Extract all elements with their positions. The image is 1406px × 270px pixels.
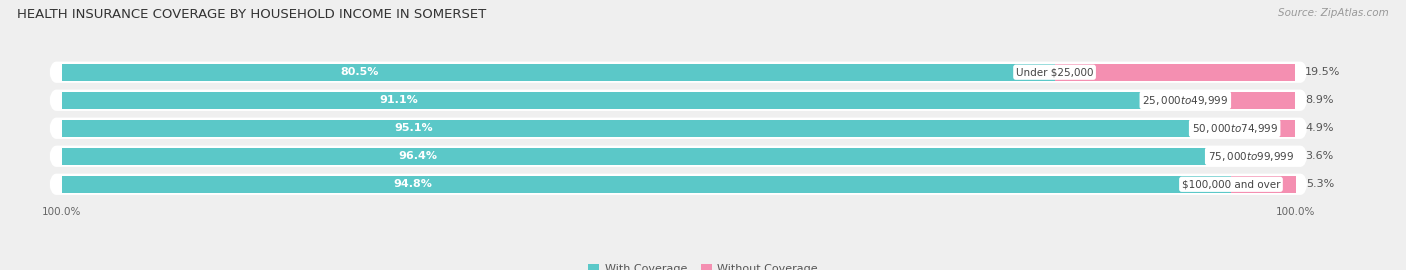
FancyBboxPatch shape — [49, 118, 1308, 139]
Bar — [62, 92, 1185, 109]
Text: $25,000 to $49,999: $25,000 to $49,999 — [1142, 94, 1229, 107]
Bar — [62, 120, 1234, 137]
Bar — [1234, 120, 1295, 137]
FancyBboxPatch shape — [49, 90, 1308, 111]
Text: 5.3%: 5.3% — [1306, 179, 1334, 189]
Text: Source: ZipAtlas.com: Source: ZipAtlas.com — [1278, 8, 1389, 18]
Text: 95.1%: 95.1% — [394, 123, 433, 133]
Text: HEALTH INSURANCE COVERAGE BY HOUSEHOLD INCOME IN SOMERSET: HEALTH INSURANCE COVERAGE BY HOUSEHOLD I… — [17, 8, 486, 21]
Bar — [1054, 63, 1295, 81]
Text: 8.9%: 8.9% — [1305, 95, 1333, 105]
Text: 19.5%: 19.5% — [1305, 67, 1340, 77]
Text: 94.8%: 94.8% — [392, 179, 432, 189]
Text: 3.6%: 3.6% — [1305, 151, 1333, 161]
Text: 4.9%: 4.9% — [1305, 123, 1333, 133]
Text: 80.5%: 80.5% — [340, 67, 378, 77]
Bar — [1232, 176, 1296, 193]
Bar — [1185, 92, 1295, 109]
Text: Under $25,000: Under $25,000 — [1015, 67, 1094, 77]
Bar — [62, 148, 1251, 165]
Bar — [1251, 148, 1295, 165]
FancyBboxPatch shape — [49, 174, 1308, 195]
Text: $50,000 to $74,999: $50,000 to $74,999 — [1191, 122, 1278, 135]
Text: $75,000 to $99,999: $75,000 to $99,999 — [1208, 150, 1294, 163]
Text: 91.1%: 91.1% — [380, 95, 418, 105]
FancyBboxPatch shape — [49, 146, 1308, 167]
Text: $100,000 and over: $100,000 and over — [1181, 179, 1281, 189]
FancyBboxPatch shape — [49, 62, 1308, 83]
Bar — [62, 63, 1054, 81]
Text: 96.4%: 96.4% — [399, 151, 437, 161]
Bar — [62, 176, 1232, 193]
Legend: With Coverage, Without Coverage: With Coverage, Without Coverage — [583, 259, 823, 270]
